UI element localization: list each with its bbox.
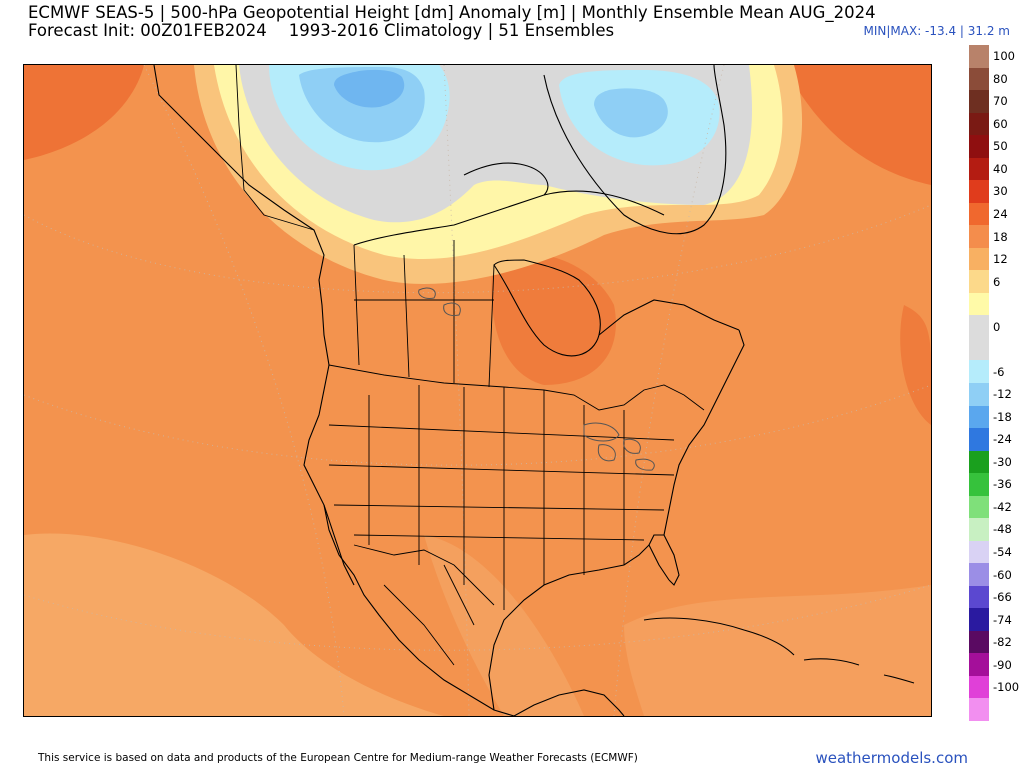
colorbar-tick-label: -12 [993,387,1012,402]
colorbar-tick-label: -24 [993,432,1012,447]
anomaly-field-greenland-core [594,88,668,138]
map-title: ECMWF SEAS-5 | 500-hPa Geopotential Heig… [28,4,876,22]
colorbar-tick-label: 70 [993,94,1008,109]
colorbar-cell [969,202,989,226]
colorbar-tick-label: -6 [993,364,1005,379]
anomaly-map[interactable] [23,64,932,717]
colorbar-cell [969,653,989,677]
political-borders [235,65,705,666]
colorbar-tick-label: 40 [993,161,1008,176]
colorbar-cell [969,292,989,316]
colorbar-cell [969,473,989,497]
anomaly-field-east-high [900,305,931,425]
colorbar-cell [969,675,989,699]
colorbar-tick-label: 100 [993,49,1015,64]
colorbar-tick-label: 80 [993,71,1008,86]
graticule [24,65,931,716]
colorbar-tick-label: -66 [993,590,1012,605]
colorbar-cell [969,563,989,587]
colorbar-tick-label: -54 [993,545,1012,559]
anomaly-field-sw-low [24,533,444,716]
colorbar-cell [969,180,989,204]
ecmwf-attribution: This service is based on data and produc… [38,752,638,764]
colorbar-cell [969,540,989,564]
colorbar-cell [969,315,989,339]
colorbar-tick-label: 50 [993,139,1008,154]
colorbar-tick-label: 12 [993,252,1008,267]
site-link[interactable]: weathermodels.com [815,749,968,767]
colorbar-tick-label: 60 [993,116,1008,131]
colorbar-cell [969,630,989,654]
colorbar-cell [969,518,989,542]
colorbar-tick-label: -74 [993,612,1012,627]
colorbar-cell [969,45,989,68]
colorbar-cell [969,270,989,294]
anomaly-field-ne-high [784,65,931,185]
map-subtitle: Forecast Init: 00Z01FEB2024 1993-2016 Cli… [28,22,614,40]
colorbar-tick-label: -42 [993,499,1012,514]
forecast-init-label: Forecast Init: 00Z01FEB2024 [28,21,267,40]
colorbar-cell [969,383,989,406]
colorbar-cell [969,585,989,609]
anomaly-field-caribbean-low [624,585,931,716]
colorbar-cell [969,337,989,361]
colorbar-tick-label: 24 [993,207,1008,221]
colorbar-tick-label: -100 [993,680,1020,695]
colorbar-cell [969,247,989,271]
lakes [418,287,655,471]
colorbar-tick-label: -30 [993,454,1012,469]
anomaly-field-nw-high [24,65,144,160]
colorbar-tick-label: -48 [993,522,1012,537]
colorbar-cell [969,90,989,114]
colorbar-cell [969,428,989,452]
colorbar-cell [969,112,989,136]
colorbar-tick-label: -82 [993,635,1012,650]
colorbar-cell [969,135,989,159]
colorbar-cell [969,450,989,474]
climatology-label: 1993-2016 Climatology | 51 Ensembles [288,21,615,40]
colorbar-tick-label: 30 [993,184,1008,199]
colorbar-cell [969,608,989,632]
colorbar-cell [969,67,989,91]
colorbar [969,45,989,722]
colorbar-cell [969,495,989,519]
colorbar-cell [969,405,989,429]
colorbar-tick-label: -36 [993,477,1012,492]
colorbar-tick-label: 0 [993,319,1001,334]
colorbar-tick-label: 18 [993,229,1008,244]
anomaly-field-alaska-min [334,69,405,108]
colorbar-tick-label: -90 [993,657,1012,672]
colorbar-cell [969,225,989,249]
colorbar-tick-label: -60 [993,567,1012,582]
title-line-1: ECMWF SEAS-5 | 500-hPa Geopotential Heig… [28,3,876,22]
coastlines [153,65,915,716]
colorbar-cell [969,157,989,181]
colorbar-tick-label: 6 [993,274,1001,289]
colorbar-cell [969,698,989,722]
colorbar-tick-label: -18 [993,409,1012,424]
map-canvas [24,65,931,716]
min-max-readout: MIN|MAX: -13.4 | 31.2 m [863,24,1011,38]
colorbar-cell [969,360,989,384]
